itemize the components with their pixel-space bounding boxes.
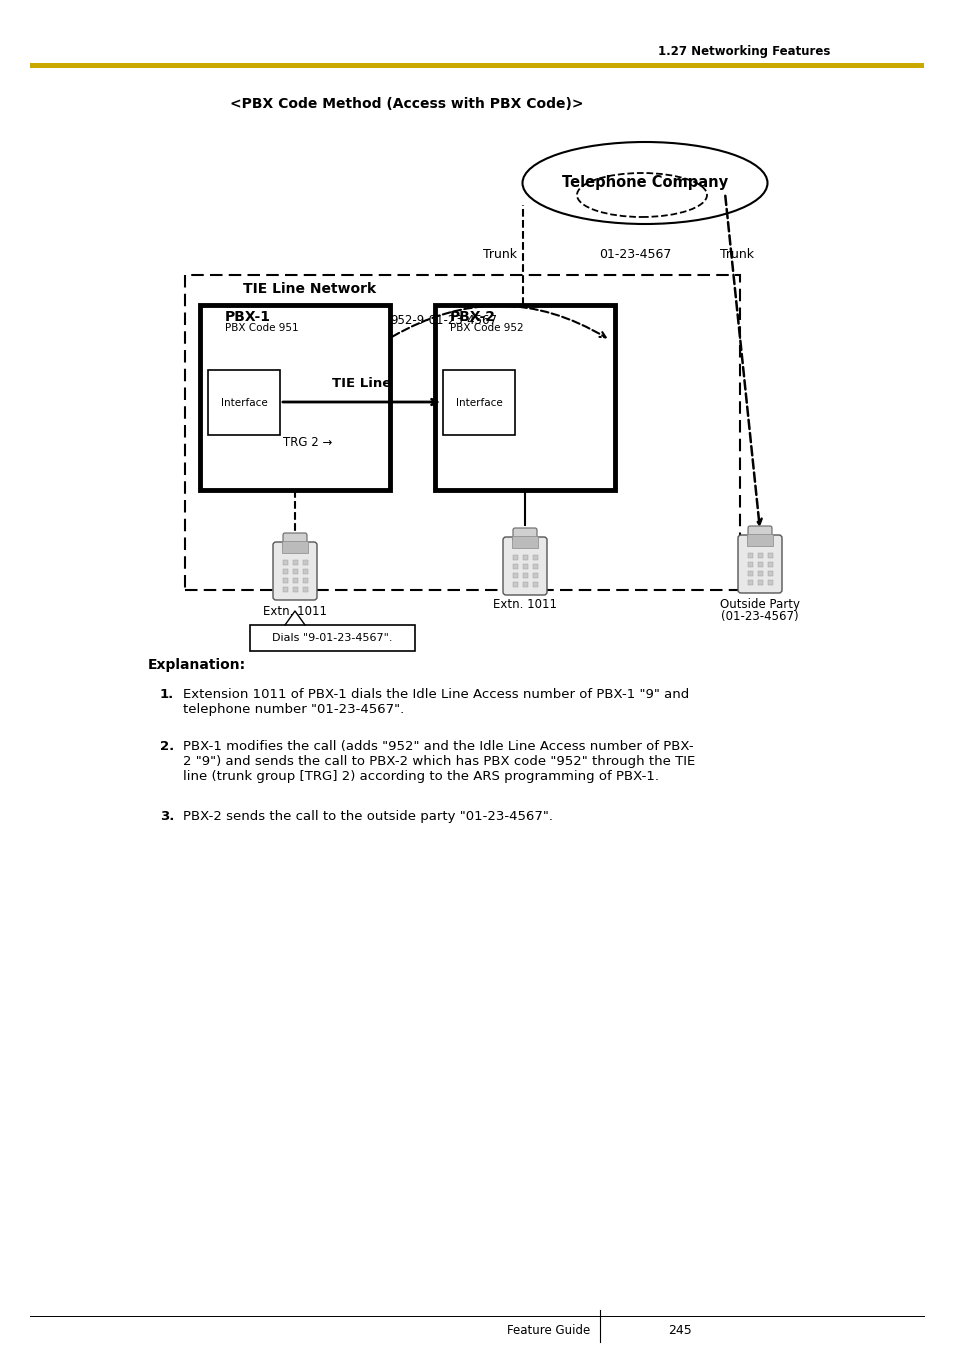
Bar — [283, 578, 288, 584]
FancyBboxPatch shape — [738, 535, 781, 593]
Text: PBX Code 952: PBX Code 952 — [450, 323, 523, 332]
FancyBboxPatch shape — [282, 540, 308, 553]
Text: Trunk: Trunk — [720, 249, 753, 262]
Bar — [303, 569, 308, 574]
Text: PBX-2: PBX-2 — [450, 309, 496, 324]
Bar — [758, 562, 762, 567]
Text: 01-23-4567: 01-23-4567 — [598, 249, 671, 262]
Text: TIE Line Network: TIE Line Network — [243, 282, 376, 296]
Text: Trunk: Trunk — [482, 249, 517, 262]
Bar — [533, 582, 537, 586]
Text: PBX Code 951: PBX Code 951 — [225, 323, 298, 332]
Bar — [283, 569, 288, 574]
Bar — [293, 578, 297, 584]
Bar — [533, 573, 537, 578]
Text: 3.: 3. — [160, 811, 174, 823]
Text: (01-23-4567): (01-23-4567) — [720, 611, 798, 623]
Bar — [30, 63, 923, 68]
Text: TRG 2 →: TRG 2 → — [283, 436, 332, 450]
Text: PBX-1 modifies the call (adds "952" and the Idle Line Access number of PBX-
2 "9: PBX-1 modifies the call (adds "952" and … — [183, 740, 695, 784]
Text: 1.27 Networking Features: 1.27 Networking Features — [657, 46, 829, 58]
Bar — [533, 563, 537, 569]
Bar — [747, 553, 752, 558]
Text: TIE Line: TIE Line — [332, 377, 391, 390]
Bar — [513, 563, 517, 569]
Bar — [522, 555, 527, 561]
FancyBboxPatch shape — [747, 526, 771, 539]
Bar — [293, 586, 297, 592]
Text: PBX-1: PBX-1 — [225, 309, 271, 324]
Text: PBX-2 sends the call to the outside party "01-23-4567".: PBX-2 sends the call to the outside part… — [183, 811, 553, 823]
Bar — [513, 573, 517, 578]
Bar — [522, 582, 527, 586]
Bar — [767, 553, 772, 558]
Bar — [747, 580, 752, 585]
Bar — [758, 580, 762, 585]
FancyBboxPatch shape — [442, 370, 515, 435]
Text: Interface: Interface — [220, 397, 267, 408]
Bar — [513, 555, 517, 561]
FancyBboxPatch shape — [435, 305, 615, 490]
Text: <PBX Code Method (Access with PBX Code)>: <PBX Code Method (Access with PBX Code)> — [230, 97, 583, 111]
Bar — [522, 573, 527, 578]
Text: Explanation:: Explanation: — [148, 658, 246, 671]
Text: Extn. 1011: Extn. 1011 — [263, 605, 327, 617]
Text: Telephone Company: Telephone Company — [561, 176, 727, 190]
Text: Feature Guide: Feature Guide — [506, 1324, 589, 1336]
FancyBboxPatch shape — [273, 542, 316, 600]
Bar — [513, 582, 517, 586]
Text: Extension 1011 of PBX-1 dials the Idle Line Access number of PBX-1 "9" and
telep: Extension 1011 of PBX-1 dials the Idle L… — [183, 688, 688, 716]
Text: 1.: 1. — [160, 688, 174, 701]
Bar — [758, 571, 762, 576]
Bar — [747, 571, 752, 576]
Text: Interface: Interface — [456, 397, 502, 408]
Bar — [767, 562, 772, 567]
Text: 2.: 2. — [160, 740, 174, 753]
Bar — [303, 578, 308, 584]
FancyBboxPatch shape — [502, 536, 546, 594]
Bar — [303, 561, 308, 565]
Bar — [283, 561, 288, 565]
Text: 245: 245 — [667, 1324, 691, 1336]
FancyBboxPatch shape — [250, 626, 415, 651]
FancyBboxPatch shape — [512, 536, 537, 549]
Bar — [533, 555, 537, 561]
Text: Outside Party: Outside Party — [720, 598, 800, 611]
FancyBboxPatch shape — [746, 534, 772, 546]
FancyBboxPatch shape — [200, 305, 390, 490]
Bar — [758, 553, 762, 558]
Bar — [283, 586, 288, 592]
FancyBboxPatch shape — [283, 534, 307, 546]
Bar — [293, 569, 297, 574]
Bar — [767, 571, 772, 576]
Bar — [767, 580, 772, 585]
Bar — [522, 563, 527, 569]
Text: 952-9-01-23-4567: 952-9-01-23-4567 — [390, 313, 497, 327]
Bar — [293, 561, 297, 565]
Bar — [747, 562, 752, 567]
Bar — [303, 586, 308, 592]
FancyBboxPatch shape — [208, 370, 280, 435]
FancyBboxPatch shape — [513, 528, 537, 540]
Text: Extn. 1011: Extn. 1011 — [493, 598, 557, 611]
Text: Dials "9-01-23-4567".: Dials "9-01-23-4567". — [272, 634, 393, 643]
